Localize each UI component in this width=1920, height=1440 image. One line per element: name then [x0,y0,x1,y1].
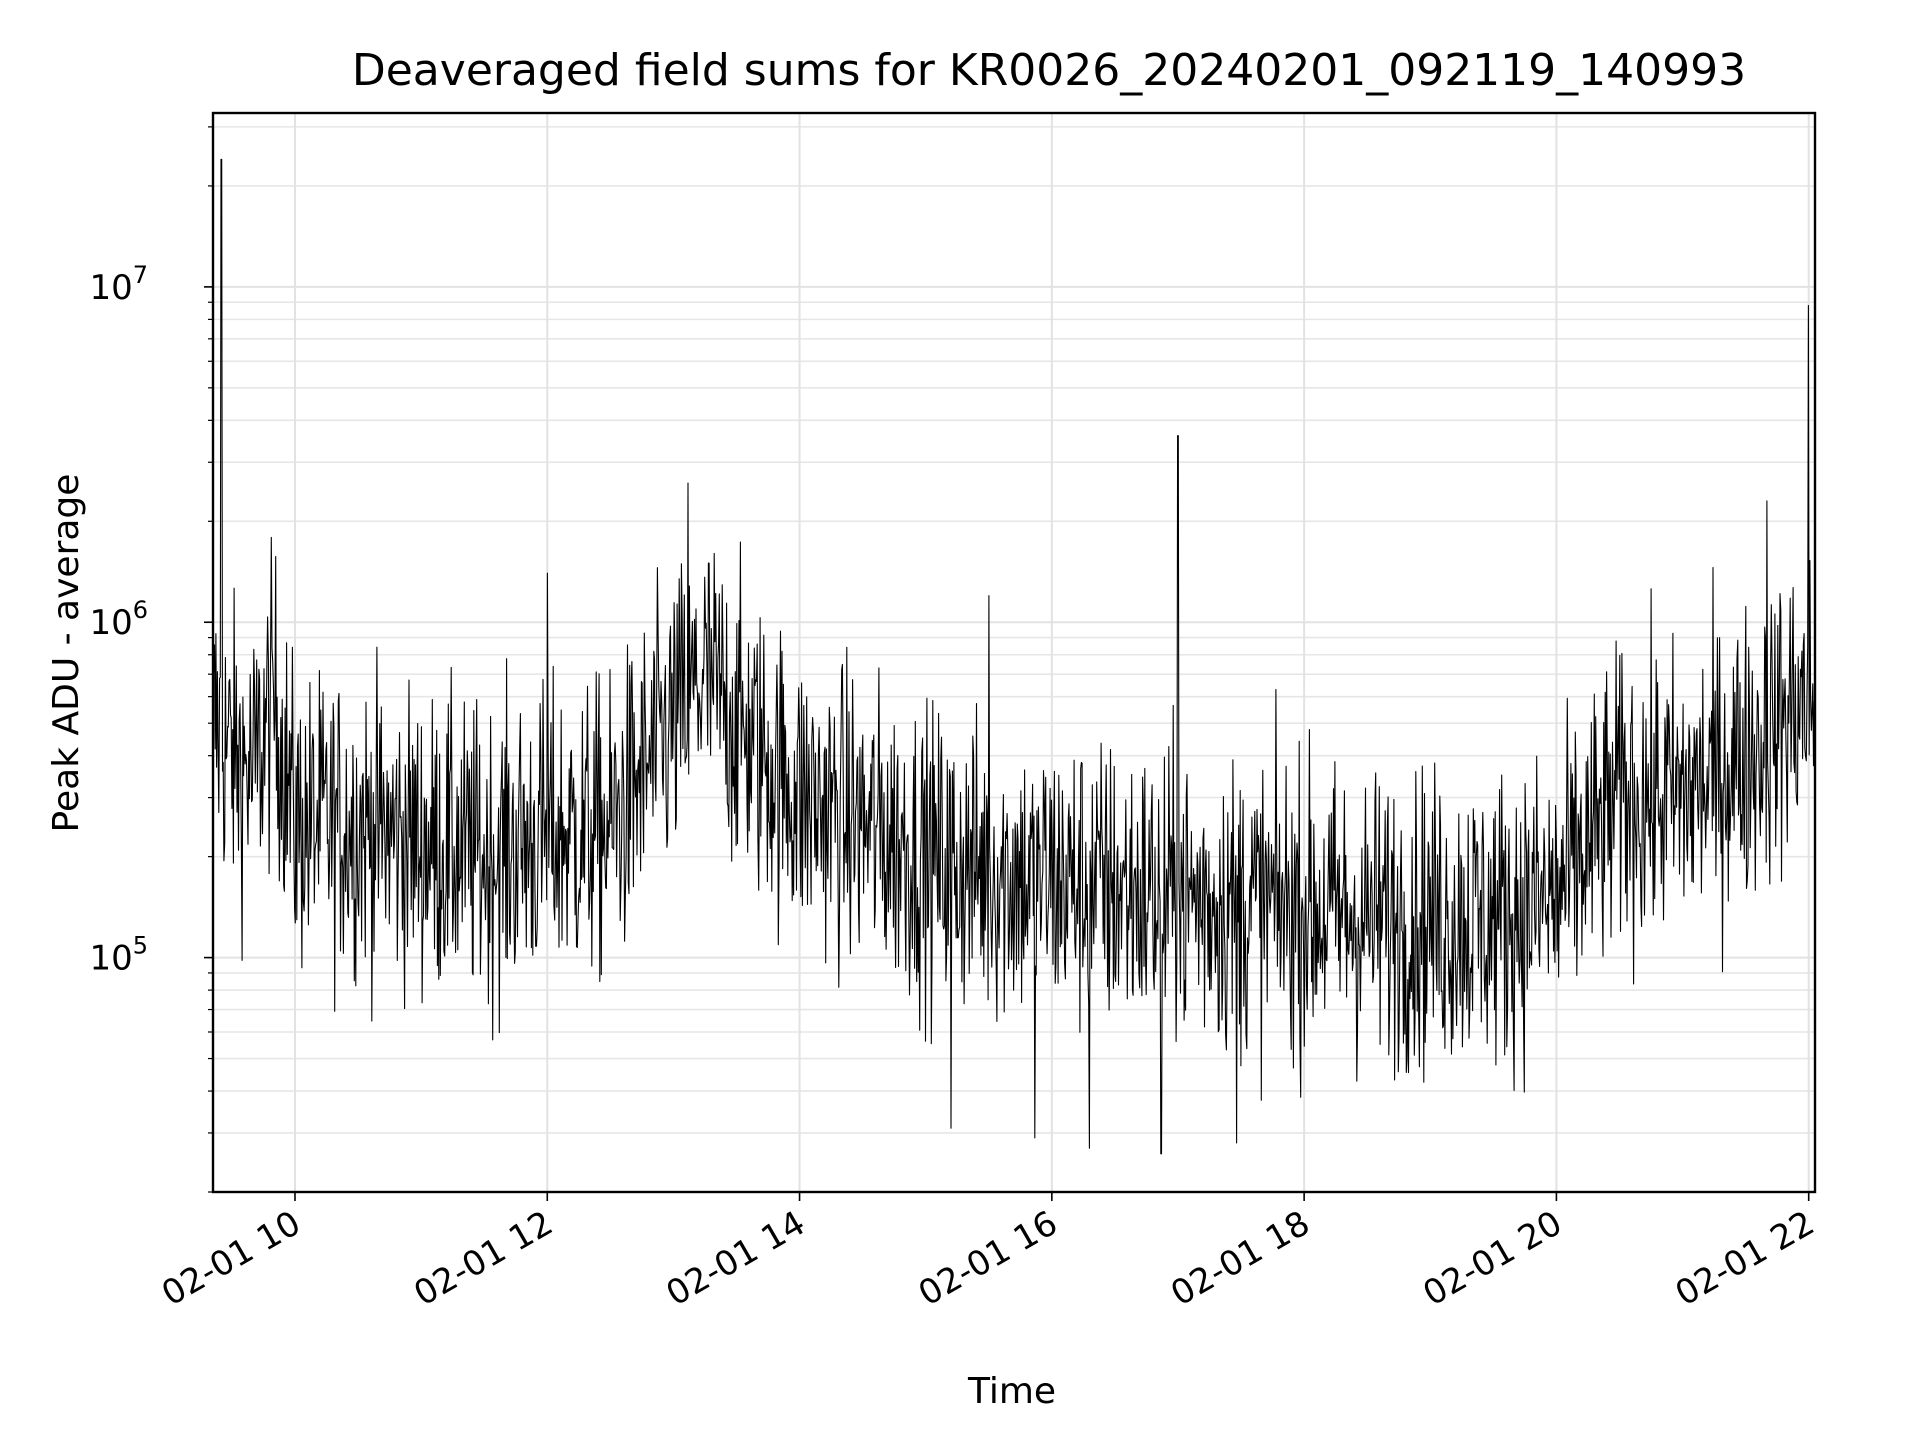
x-axis-label: Time [967,1371,1056,1412]
chart-title: Deaveraged field sums for KR0026_2024020… [352,45,1746,96]
y-tick-label: 105 [89,932,148,979]
y-tick-label: 107 [89,261,148,308]
y-axis: 105 106 107 [89,126,213,1193]
plot-frame [211,111,1817,1194]
series-line [212,158,1816,1155]
y-axis-label: Peak ADU - average [46,474,87,833]
y-tick-label: 106 [89,596,148,643]
series-polyline [212,158,1816,1155]
